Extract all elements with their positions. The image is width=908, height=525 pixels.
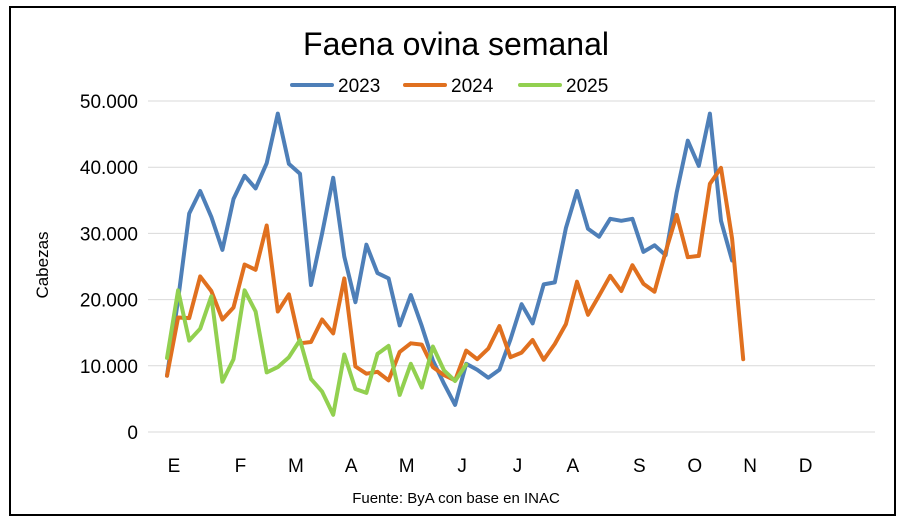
y-tick-label: 40.000 (80, 158, 138, 179)
x-tick-label: E (168, 456, 181, 477)
y-tick-label: 0 (127, 423, 138, 444)
legend: 2023 2024 2025 (290, 76, 608, 97)
legend-label-2025: 2025 (566, 76, 608, 97)
x-tick-label: A (345, 456, 358, 477)
series-line-2025 (165, 288, 469, 417)
x-tick-label: O (687, 456, 702, 477)
x-tick-label: J (513, 456, 523, 477)
chart-title: Faena ovina semanal (303, 26, 609, 62)
x-tick-label: N (743, 456, 757, 477)
x-tick-label: S (633, 456, 646, 477)
y-axis-label: Cabezas (33, 231, 52, 298)
x-tick-label: F (235, 456, 247, 477)
series-line-2023 (165, 111, 735, 407)
y-tick-label: 20.000 (80, 291, 138, 312)
legend-label-2023: 2023 (338, 76, 380, 97)
x-tick-label: A (567, 456, 580, 477)
y-tick-labels: 0 10.000 20.000 30.000 40.000 50.000 (80, 92, 138, 444)
legend-label-2024: 2024 (451, 76, 494, 97)
x-tick-label: D (799, 456, 813, 477)
series-line-2024 (165, 165, 746, 383)
y-tick-label: 10.000 (80, 357, 138, 378)
x-tick-label: M (399, 456, 415, 477)
series-lines (165, 111, 746, 417)
chart-frame (9, 6, 896, 516)
x-tick-label: M (288, 456, 304, 477)
source-note: Fuente: ByA con base en INAC (352, 490, 560, 507)
x-tick-label: J (457, 456, 467, 477)
y-tick-label: 30.000 (80, 224, 138, 245)
y-tick-label: 50.000 (80, 92, 138, 113)
